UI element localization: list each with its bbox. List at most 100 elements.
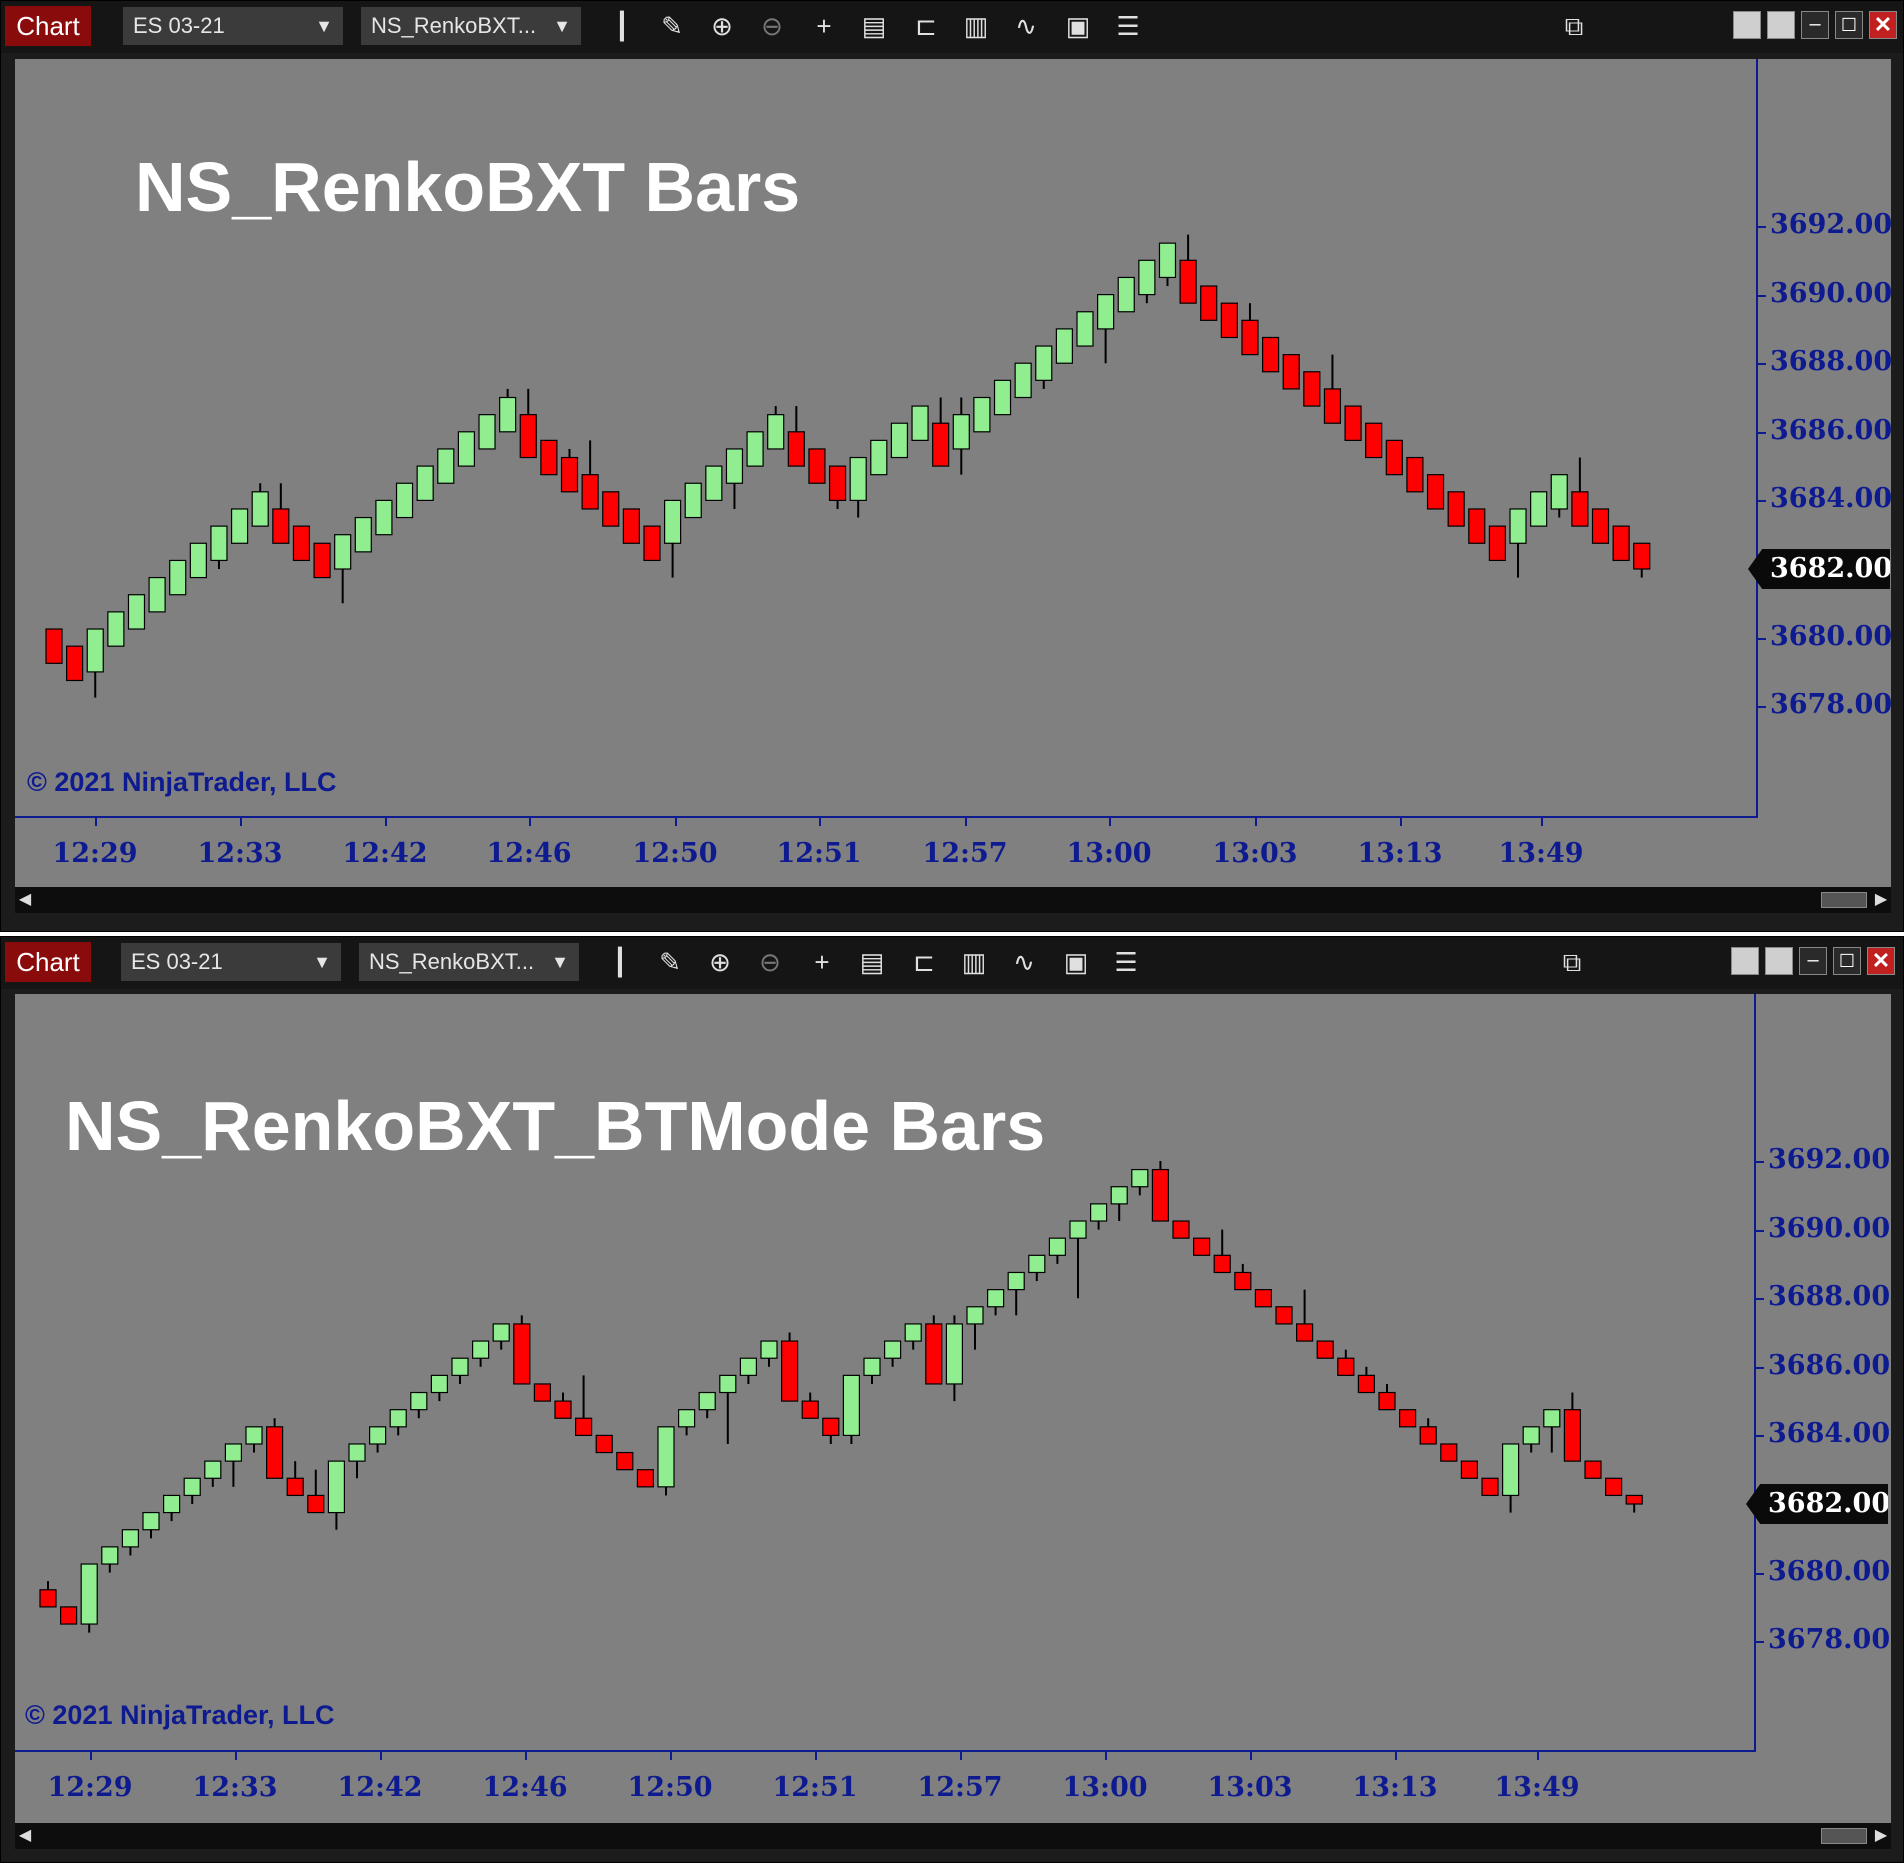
bar-type-icon[interactable]: ┃: [612, 947, 628, 977]
horizontal-scrollbar[interactable]: ◀ ▶: [15, 887, 1891, 913]
scroll-left-icon[interactable]: ◀: [18, 891, 32, 908]
time-tick-label: 12:29: [52, 838, 138, 869]
window-link-icon[interactable]: ⧉: [1564, 11, 1584, 41]
chart-panel[interactable]: NS_RenkoBXT_BTMode Bars © 2021 NinjaTrad…: [15, 994, 1891, 1823]
up-candle: [224, 1443, 242, 1462]
horizontal-scrollbar[interactable]: ◀ ▶: [15, 1823, 1891, 1849]
up-candle: [890, 422, 909, 459]
up-candle: [973, 396, 991, 433]
up-candle: [251, 491, 269, 527]
bar-type-icon[interactable]: ┃: [614, 11, 630, 41]
scroll-thumb[interactable]: [1821, 892, 1867, 908]
time-tick-label: 13:03: [1212, 838, 1298, 869]
down-candle: [636, 1469, 655, 1488]
close-button[interactable]: ✕: [1869, 11, 1897, 39]
strategies-icon[interactable]: ▥: [961, 947, 987, 977]
maximize-button[interactable]: ☐: [1835, 11, 1863, 39]
down-candle: [59, 1606, 78, 1625]
down-candle: [1337, 1357, 1355, 1376]
window-option-button[interactable]: [1731, 947, 1759, 975]
indicators-icon[interactable]: ∿: [1015, 11, 1037, 41]
strategies-icon[interactable]: ▥: [963, 11, 989, 41]
down-candle: [801, 1400, 819, 1419]
maximize-button[interactable]: ☐: [1833, 947, 1861, 975]
pencil-icon[interactable]: ✎: [661, 11, 683, 41]
price-tick: [1754, 1298, 1764, 1301]
zoom-in-icon[interactable]: ⊕: [709, 947, 731, 977]
template-icon[interactable]: ⊏: [913, 947, 935, 977]
down-candle: [1323, 388, 1342, 424]
down-candle: [313, 542, 331, 579]
price-tick-label: 3692.00: [1768, 1144, 1891, 1175]
up-candle: [457, 431, 475, 467]
down-candle: [1192, 1237, 1211, 1256]
window-option-button[interactable]: [1767, 11, 1795, 39]
up-candle: [492, 1323, 510, 1342]
up-candle: [1035, 345, 1053, 381]
up-candle: [107, 611, 125, 647]
crosshair-icon[interactable]: +: [814, 947, 830, 977]
titlebar: Chart ES 03-21 ▼ NS_RenkoBXT... ▼ ┃ ✎ ⊕ …: [1, 1, 1903, 53]
data-box-icon[interactable]: ▣: [1063, 947, 1089, 977]
instrument-selector[interactable]: ES 03-21 ▼: [121, 943, 341, 981]
chart-tab[interactable]: Chart: [5, 942, 91, 982]
price-tick-label: 3684.00: [1770, 483, 1893, 515]
down-candle: [533, 1383, 552, 1402]
zoom-in-icon[interactable]: ⊕: [711, 11, 733, 41]
up-candle: [451, 1357, 469, 1376]
down-candle: [787, 431, 805, 467]
instrument-list-icon[interactable]: ☰: [1114, 947, 1138, 977]
chart-tab[interactable]: Chart: [5, 6, 91, 46]
template-icon[interactable]: ⊏: [915, 11, 937, 41]
bar-type-selector[interactable]: NS_RenkoBXT... ▼: [361, 7, 581, 45]
up-candle: [1014, 362, 1032, 399]
minimize-button[interactable]: –: [1801, 11, 1829, 39]
up-candle: [163, 1494, 181, 1514]
up-candle: [1550, 474, 1568, 510]
up-candle: [127, 594, 146, 630]
scroll-thumb[interactable]: [1821, 1828, 1867, 1844]
chevron-down-icon: ▼: [551, 952, 569, 972]
time-tick: [1400, 816, 1402, 826]
scroll-left-icon[interactable]: ◀: [18, 1827, 32, 1844]
zoom-out-icon[interactable]: ⊖: [759, 947, 781, 977]
price-tick: [1754, 1161, 1764, 1163]
properties-icon[interactable]: ▤: [859, 947, 885, 977]
scroll-right-icon[interactable]: ▶: [1874, 1827, 1888, 1844]
up-candle: [395, 482, 414, 519]
chart-title-overlay: NS_RenkoBXT Bars: [135, 148, 801, 226]
up-candle: [169, 559, 187, 596]
window-option-button[interactable]: [1733, 11, 1761, 39]
down-candle: [643, 525, 661, 562]
bar-type-selector[interactable]: NS_RenkoBXT... ▼: [359, 943, 579, 981]
zoom-out-icon[interactable]: ⊖: [761, 11, 783, 41]
close-button[interactable]: ✕: [1867, 947, 1895, 975]
data-box-icon[interactable]: ▣: [1065, 11, 1091, 41]
indicators-icon[interactable]: ∿: [1013, 947, 1035, 977]
time-tick: [1537, 1750, 1539, 1760]
down-candle: [1200, 285, 1218, 321]
instrument-selector[interactable]: ES 03-21 ▼: [123, 7, 343, 45]
minimize-button[interactable]: –: [1799, 947, 1827, 975]
scroll-right-icon[interactable]: ▶: [1874, 891, 1888, 908]
properties-icon[interactable]: ▤: [861, 11, 887, 41]
price-tick-label: 3690.00: [1770, 277, 1893, 309]
instrument-list-icon[interactable]: ☰: [1116, 11, 1140, 41]
up-candle: [245, 1426, 263, 1445]
chart-panel[interactable]: NS_RenkoBXT Bars © 2021 NinjaTrader, LLC…: [15, 59, 1893, 888]
window-link-icon[interactable]: ⧉: [1562, 947, 1582, 977]
price-tick: [1756, 363, 1766, 366]
time-tick: [1255, 816, 1257, 826]
crosshair-icon[interactable]: +: [816, 11, 832, 41]
price-tick: [1756, 706, 1766, 709]
price-tick: [1754, 1641, 1764, 1644]
down-candle: [581, 474, 599, 510]
window-option-button[interactable]: [1765, 947, 1793, 975]
time-tick-label: 12:57: [922, 838, 1008, 869]
up-candle: [389, 1409, 407, 1428]
down-candle: [45, 628, 63, 664]
up-candle: [1509, 508, 1527, 544]
down-candle: [1447, 491, 1465, 527]
pencil-icon[interactable]: ✎: [659, 947, 681, 977]
up-candle: [1089, 1203, 1108, 1222]
